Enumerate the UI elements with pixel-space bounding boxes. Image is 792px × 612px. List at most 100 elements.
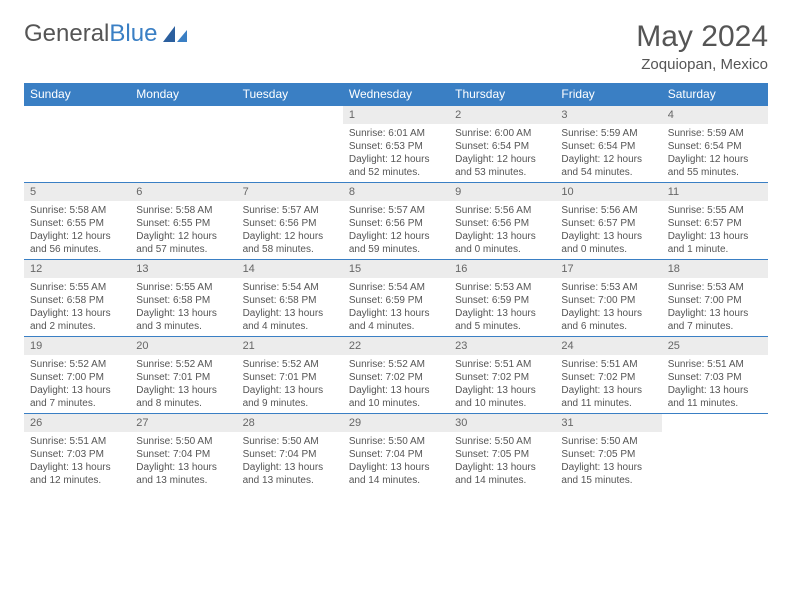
- sunrise-text: Sunrise: 5:54 AM: [243, 281, 337, 294]
- day-number: 5: [24, 183, 130, 201]
- day-number: 18: [662, 260, 768, 278]
- day-details: Sunrise: 6:01 AMSunset: 6:53 PMDaylight:…: [343, 124, 449, 182]
- sunset-text: Sunset: 7:04 PM: [136, 448, 230, 461]
- day-details: Sunrise: 5:55 AMSunset: 6:58 PMDaylight:…: [130, 278, 236, 336]
- sunset-text: Sunset: 7:05 PM: [561, 448, 655, 461]
- calendar-week: 1Sunrise: 6:01 AMSunset: 6:53 PMDaylight…: [24, 106, 768, 183]
- sunset-text: Sunset: 6:55 PM: [136, 217, 230, 230]
- day-number: 26: [24, 414, 130, 432]
- day-details: Sunrise: 5:55 AMSunset: 6:57 PMDaylight:…: [662, 201, 768, 259]
- daylight-text: Daylight: 13 hours and 1 minute.: [668, 230, 762, 256]
- day-header: Saturday: [662, 83, 768, 106]
- sunset-text: Sunset: 6:54 PM: [668, 140, 762, 153]
- day-header: Tuesday: [237, 83, 343, 106]
- day-number: [662, 414, 768, 432]
- sunset-text: Sunset: 6:58 PM: [243, 294, 337, 307]
- daylight-text: Daylight: 13 hours and 8 minutes.: [136, 384, 230, 410]
- sunrise-text: Sunrise: 5:51 AM: [455, 358, 549, 371]
- sunset-text: Sunset: 6:58 PM: [30, 294, 124, 307]
- daylight-text: Daylight: 13 hours and 11 minutes.: [561, 384, 655, 410]
- calendar-cell: 3Sunrise: 5:59 AMSunset: 6:54 PMDaylight…: [555, 106, 661, 183]
- calendar-cell: 26Sunrise: 5:51 AMSunset: 7:03 PMDayligh…: [24, 414, 130, 491]
- day-number: 28: [237, 414, 343, 432]
- sunset-text: Sunset: 6:56 PM: [455, 217, 549, 230]
- daylight-text: Daylight: 12 hours and 55 minutes.: [668, 153, 762, 179]
- sunrise-text: Sunrise: 5:57 AM: [349, 204, 443, 217]
- calendar-week: 26Sunrise: 5:51 AMSunset: 7:03 PMDayligh…: [24, 414, 768, 491]
- day-number: 16: [449, 260, 555, 278]
- sunset-text: Sunset: 7:03 PM: [30, 448, 124, 461]
- sunrise-text: Sunrise: 5:59 AM: [561, 127, 655, 140]
- sunset-text: Sunset: 7:03 PM: [668, 371, 762, 384]
- location: Zoquiopan, Mexico: [636, 56, 768, 73]
- calendar-cell: 22Sunrise: 5:52 AMSunset: 7:02 PMDayligh…: [343, 337, 449, 414]
- sunrise-text: Sunrise: 5:55 AM: [30, 281, 124, 294]
- day-details: Sunrise: 5:53 AMSunset: 7:00 PMDaylight:…: [555, 278, 661, 336]
- sunrise-text: Sunrise: 5:51 AM: [561, 358, 655, 371]
- calendar-table: SundayMondayTuesdayWednesdayThursdayFrid…: [24, 83, 768, 490]
- sunset-text: Sunset: 6:57 PM: [561, 217, 655, 230]
- calendar-cell: 6Sunrise: 5:58 AMSunset: 6:55 PMDaylight…: [130, 183, 236, 260]
- day-details: Sunrise: 5:50 AMSunset: 7:04 PMDaylight:…: [237, 432, 343, 490]
- sunset-text: Sunset: 6:59 PM: [349, 294, 443, 307]
- daylight-text: Daylight: 13 hours and 10 minutes.: [455, 384, 549, 410]
- sunset-text: Sunset: 7:01 PM: [136, 371, 230, 384]
- sunrise-text: Sunrise: 5:50 AM: [243, 435, 337, 448]
- sunrise-text: Sunrise: 5:56 AM: [561, 204, 655, 217]
- sunrise-text: Sunrise: 5:50 AM: [136, 435, 230, 448]
- day-details: Sunrise: 5:51 AMSunset: 7:03 PMDaylight:…: [662, 355, 768, 413]
- sunrise-text: Sunrise: 5:58 AM: [136, 204, 230, 217]
- calendar-cell: 9Sunrise: 5:56 AMSunset: 6:56 PMDaylight…: [449, 183, 555, 260]
- day-number: 20: [130, 337, 236, 355]
- daylight-text: Daylight: 13 hours and 4 minutes.: [243, 307, 337, 333]
- logo-word1: General: [24, 20, 109, 47]
- sunrise-text: Sunrise: 5:58 AM: [30, 204, 124, 217]
- day-details: Sunrise: 5:52 AMSunset: 7:02 PMDaylight:…: [343, 355, 449, 413]
- daylight-text: Daylight: 12 hours and 53 minutes.: [455, 153, 549, 179]
- sunrise-text: Sunrise: 5:53 AM: [455, 281, 549, 294]
- sunset-text: Sunset: 7:02 PM: [349, 371, 443, 384]
- day-number: 7: [237, 183, 343, 201]
- sunrise-text: Sunrise: 5:51 AM: [668, 358, 762, 371]
- sunset-text: Sunset: 7:02 PM: [455, 371, 549, 384]
- sail-icon: [161, 24, 189, 44]
- day-number: 14: [237, 260, 343, 278]
- day-number: 24: [555, 337, 661, 355]
- day-details: Sunrise: 5:51 AMSunset: 7:03 PMDaylight:…: [24, 432, 130, 490]
- daylight-text: Daylight: 12 hours and 56 minutes.: [30, 230, 124, 256]
- calendar-cell: 29Sunrise: 5:50 AMSunset: 7:04 PMDayligh…: [343, 414, 449, 491]
- day-number: 17: [555, 260, 661, 278]
- calendar-cell: 28Sunrise: 5:50 AMSunset: 7:04 PMDayligh…: [237, 414, 343, 491]
- sunrise-text: Sunrise: 5:52 AM: [243, 358, 337, 371]
- day-details: Sunrise: 5:51 AMSunset: 7:02 PMDaylight:…: [555, 355, 661, 413]
- sunset-text: Sunset: 6:58 PM: [136, 294, 230, 307]
- sunrise-text: Sunrise: 5:52 AM: [30, 358, 124, 371]
- calendar-week: 12Sunrise: 5:55 AMSunset: 6:58 PMDayligh…: [24, 260, 768, 337]
- calendar-cell: [237, 106, 343, 183]
- daylight-text: Daylight: 13 hours and 5 minutes.: [455, 307, 549, 333]
- calendar-cell: 23Sunrise: 5:51 AMSunset: 7:02 PMDayligh…: [449, 337, 555, 414]
- day-details: Sunrise: 5:50 AMSunset: 7:05 PMDaylight:…: [449, 432, 555, 490]
- calendar-cell: 12Sunrise: 5:55 AMSunset: 6:58 PMDayligh…: [24, 260, 130, 337]
- day-details: Sunrise: 5:52 AMSunset: 7:00 PMDaylight:…: [24, 355, 130, 413]
- calendar-cell: 7Sunrise: 5:57 AMSunset: 6:56 PMDaylight…: [237, 183, 343, 260]
- title-block: May 2024 Zoquiopan, Mexico: [636, 20, 768, 73]
- day-number: 31: [555, 414, 661, 432]
- day-header: Wednesday: [343, 83, 449, 106]
- day-number: 2: [449, 106, 555, 124]
- day-number: 25: [662, 337, 768, 355]
- day-details: Sunrise: 5:52 AMSunset: 7:01 PMDaylight:…: [130, 355, 236, 413]
- sunrise-text: Sunrise: 5:55 AM: [668, 204, 762, 217]
- day-details: Sunrise: 5:59 AMSunset: 6:54 PMDaylight:…: [555, 124, 661, 182]
- calendar-cell: 13Sunrise: 5:55 AMSunset: 6:58 PMDayligh…: [130, 260, 236, 337]
- day-details: [24, 124, 130, 182]
- day-header: Thursday: [449, 83, 555, 106]
- calendar-cell: 1Sunrise: 6:01 AMSunset: 6:53 PMDaylight…: [343, 106, 449, 183]
- calendar-week: 19Sunrise: 5:52 AMSunset: 7:00 PMDayligh…: [24, 337, 768, 414]
- sunset-text: Sunset: 6:53 PM: [349, 140, 443, 153]
- day-number: 10: [555, 183, 661, 201]
- sunrise-text: Sunrise: 5:57 AM: [243, 204, 337, 217]
- day-details: Sunrise: 5:50 AMSunset: 7:05 PMDaylight:…: [555, 432, 661, 490]
- sunset-text: Sunset: 7:00 PM: [561, 294, 655, 307]
- calendar-cell: 27Sunrise: 5:50 AMSunset: 7:04 PMDayligh…: [130, 414, 236, 491]
